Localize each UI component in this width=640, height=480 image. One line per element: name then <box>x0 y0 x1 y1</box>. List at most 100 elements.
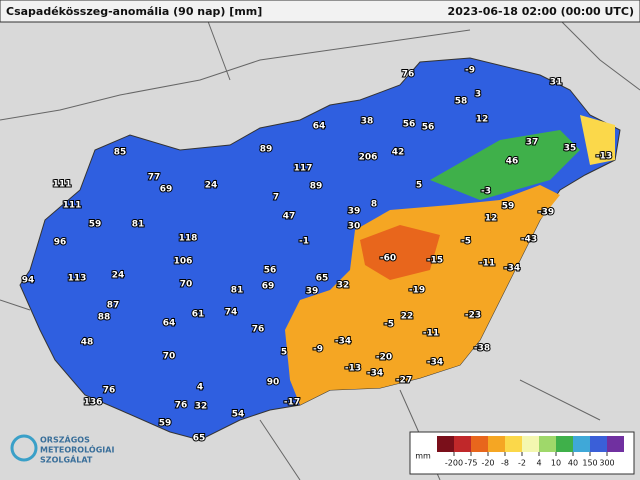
station-value: 61 <box>192 310 205 320</box>
station-value: -27 <box>396 376 412 386</box>
station-value: 77 <box>148 173 161 183</box>
station-value: -3 <box>481 187 491 197</box>
legend-tick-label: 150 <box>582 459 597 468</box>
title: Csapadékösszeg-anomália (90 nap) [mm] <box>6 5 262 18</box>
station-value: 76 <box>252 325 265 335</box>
legend-tick-label: 10 <box>551 459 561 468</box>
station-value: 111 <box>63 201 82 211</box>
station-value: -11 <box>479 259 495 269</box>
station-value: 90 <box>267 378 280 388</box>
station-value: 76 <box>103 386 116 396</box>
station-value: 31 <box>550 78 563 88</box>
station-value: 64 <box>313 122 326 132</box>
station-value: 4 <box>197 383 203 393</box>
logo-text: ORSZÁGOS <box>40 434 90 445</box>
station-value: -1 <box>299 237 309 247</box>
station-value: 136 <box>84 398 103 408</box>
station-value: -23 <box>465 311 481 321</box>
station-value: 65 <box>316 274 329 284</box>
legend-tick-label: 4 <box>536 459 541 468</box>
header-bar <box>0 0 640 23</box>
station-value: 70 <box>163 352 176 362</box>
station-value: -60 <box>380 254 396 264</box>
legend-swatch <box>437 436 454 452</box>
logo-text: METEOROLÓGIAI <box>40 444 114 455</box>
station-value: 111 <box>53 180 72 190</box>
legend-swatch <box>454 436 471 452</box>
station-value: 89 <box>310 182 323 192</box>
logo-mark <box>10 434 38 462</box>
station-value: -19 <box>409 286 425 296</box>
station-value: 88 <box>98 313 111 323</box>
legend-tick-label: -2 <box>518 459 526 468</box>
timestamp: 2023-06-18 02:00 (00:00 UTC) <box>448 5 634 18</box>
station-value: 64 <box>163 319 176 329</box>
legend-swatch <box>471 436 488 452</box>
station-value: 74 <box>225 308 238 318</box>
logo <box>10 434 38 462</box>
station-value: 32 <box>195 402 208 412</box>
station-value: 70 <box>180 280 193 290</box>
station-value: 85 <box>114 148 127 158</box>
station-value: -43 <box>521 235 537 245</box>
station-value: 76 <box>175 401 188 411</box>
station-value: -17 <box>284 398 300 408</box>
wet-green <box>430 130 580 200</box>
legend-tick-label: -8 <box>501 459 509 468</box>
legend-tick-label: 40 <box>568 459 578 468</box>
dry-area <box>285 185 560 405</box>
station-value: 35 <box>564 144 577 154</box>
station-value: 56 <box>264 266 277 276</box>
station-value: -11 <box>423 329 439 339</box>
station-value: 65 <box>193 434 206 444</box>
legend-tick-label: -20 <box>481 459 494 468</box>
station-value: 69 <box>160 185 173 195</box>
station-value: 58 <box>455 97 468 107</box>
station-value: 24 <box>112 271 125 281</box>
station-value: 22 <box>401 312 414 322</box>
station-value: -9 <box>313 345 323 355</box>
station-value: 76 <box>402 70 415 80</box>
station-value: 47 <box>283 212 296 222</box>
station-value: -13 <box>596 152 612 162</box>
station-value: 54 <box>232 410 245 420</box>
legend-swatch <box>607 436 624 452</box>
station-value: -5 <box>384 320 394 330</box>
station-value: -20 <box>376 353 392 363</box>
legend-tick-label: -200 <box>445 459 463 468</box>
station-value: 81 <box>132 220 145 230</box>
station-value: 24 <box>205 181 218 191</box>
station-value: -13 <box>345 364 361 374</box>
station-value: 56 <box>403 120 416 130</box>
station-value: 12 <box>485 214 498 224</box>
station-value: 59 <box>502 202 515 212</box>
station-value: -38 <box>474 344 490 354</box>
station-value: 113 <box>68 274 87 284</box>
station-value: -9 <box>465 66 475 76</box>
station-value: 32 <box>337 281 350 291</box>
legend-swatch <box>556 436 573 452</box>
station-value: -5 <box>461 237 471 247</box>
station-value: -34 <box>504 264 520 274</box>
station-value: 106 <box>174 257 193 267</box>
station-value: 118 <box>179 234 198 244</box>
legend-swatch <box>590 436 607 452</box>
station-value: 81 <box>231 286 244 296</box>
station-value: 96 <box>54 238 67 248</box>
station-value: 206 <box>359 153 378 163</box>
station-value: 3 <box>475 90 481 100</box>
station-value: 94 <box>22 276 35 286</box>
legend-swatch <box>505 436 522 452</box>
station-value: 5 <box>416 181 422 191</box>
logo-text: SZOLGÁLAT <box>40 454 93 465</box>
legend-unit: mm <box>415 452 431 461</box>
station-value: 117 <box>294 164 313 174</box>
dry-core <box>360 225 440 280</box>
station-value: 87 <box>107 301 120 311</box>
legend-swatch <box>539 436 556 452</box>
station-value: -34 <box>367 369 383 379</box>
station-value: 7 <box>273 193 279 203</box>
station-value: -39 <box>538 208 554 218</box>
